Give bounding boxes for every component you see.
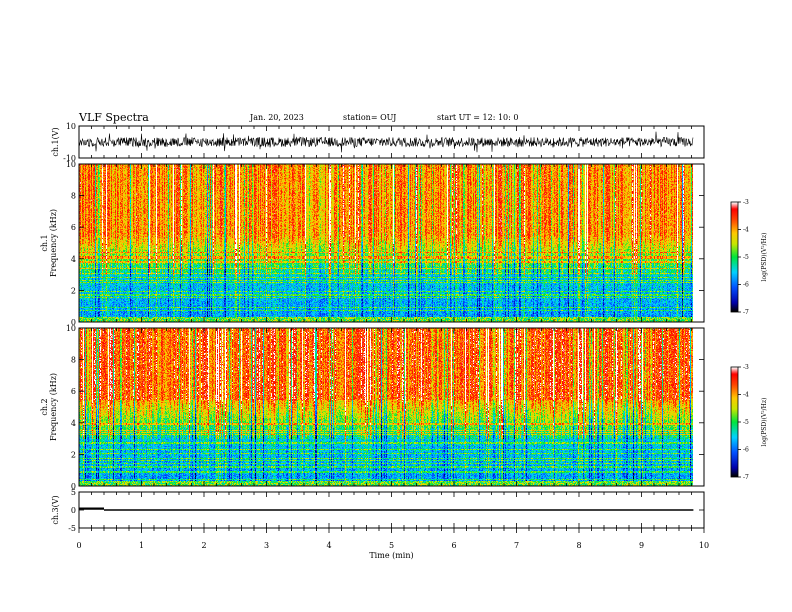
ch1-waveform-trace [78, 131, 694, 153]
ch2-colorbar-tick-label: -3 [743, 364, 749, 371]
ch1-colorbar-tick-label: -7 [743, 309, 749, 316]
x-tick-label: 6 [451, 541, 456, 550]
x-tick-label: 10 [699, 541, 709, 550]
ch2-spectrogram-y-tick-label: 8 [71, 356, 76, 365]
ch2-spectrogram-y-tick-label: 6 [71, 387, 76, 396]
ch1-colorbar-label: log(PSD)(V²/Hz) [761, 233, 768, 282]
ch1-colorbar-frame [730, 201, 739, 313]
ch2-colorbar [731, 367, 738, 477]
ch1-spectrogram-image [79, 164, 704, 322]
ch1-colorbar-tick-label: -3 [743, 199, 749, 206]
ch3-waveform-y-tick-label: 0 [71, 506, 76, 515]
start-time-label: start UT = 12: 10: 0 [437, 113, 519, 122]
ch2-spectrogram-image [79, 328, 704, 486]
chart-title: VLF Spectra [79, 111, 149, 124]
x-tick-label: 7 [514, 541, 519, 550]
x-tick-label: 1 [139, 541, 144, 550]
ch1-colorbar [731, 202, 738, 312]
ch2-spectrogram-y-tick-label: 0 [71, 482, 76, 491]
x-tick-label: 9 [639, 541, 644, 550]
ch2-spectrogram-axes [78, 327, 705, 487]
ch2-colorbar-tick-label: -5 [743, 419, 749, 426]
ch1-spectrogram-y-tick-label: 10 [66, 160, 76, 169]
station-label: station= OUJ [343, 113, 397, 122]
x-tick-label: 0 [76, 541, 81, 550]
x-tick-label: 8 [576, 541, 581, 550]
ch2-spectrogram-y-tick-label: 10 [66, 324, 76, 333]
date-label: Jan. 20, 2023 [250, 113, 304, 122]
ch1-spectrogram-y-tick-label: 2 [71, 286, 76, 295]
ch3-waveform-ylabel: ch.3(V) [51, 495, 60, 524]
ch1-spectrogram-y-tick-label: 4 [71, 255, 76, 264]
ch3-waveform-y-tick-label: -5 [68, 524, 76, 533]
x-tick-label: 3 [264, 541, 269, 550]
ch2-colorbar-tick-label: -7 [743, 474, 749, 481]
ch3-waveform-y-tick-label: 5 [71, 488, 76, 497]
ch1-colorbar-tick-label: -6 [743, 282, 749, 289]
ch1-colorbar-tick-label: -5 [743, 254, 749, 261]
ch2-colorbar-frame [730, 366, 739, 478]
ch1-spectrogram-y-tick-label: 8 [71, 192, 76, 201]
ch2-spectrogram-y-tick-label: 2 [71, 450, 76, 459]
ch2-spectrogram-y-tick-label: 4 [71, 419, 76, 428]
ch2-colorbar-tick-label: -4 [743, 392, 749, 399]
ch1-spectrogram-ylabel: Frequency (kHz) [49, 209, 58, 277]
x-tick-label: 4 [326, 541, 331, 550]
ch2-spectrogram-ylabel: Frequency (kHz) [49, 373, 58, 441]
ch1-waveform-y-tick-label: 10 [66, 122, 76, 131]
ch2-spectrogram-ylabel: ch.2 [40, 398, 49, 415]
ch1-spectrogram-y-tick-label: 0 [71, 318, 76, 327]
ch2-colorbar-label: log(PSD)(V²/Hz) [761, 398, 768, 447]
ch1-waveform-ylabel: ch.1(V) [51, 127, 60, 156]
ch1-spectrogram-axes [78, 163, 705, 323]
ch1-spectrogram-ylabel: ch.1 [40, 234, 49, 251]
ch1-colorbar-tick-label: -4 [743, 227, 749, 234]
ch2-colorbar-tick-label: -6 [743, 447, 749, 454]
ch1-spectrogram-y-tick-label: 6 [71, 223, 76, 232]
ch1-waveform-y-tick-label: -10 [63, 154, 76, 163]
x-axis-label: Time (min) [369, 551, 413, 560]
x-tick-label: 5 [389, 541, 394, 550]
x-tick-label: 2 [201, 541, 206, 550]
